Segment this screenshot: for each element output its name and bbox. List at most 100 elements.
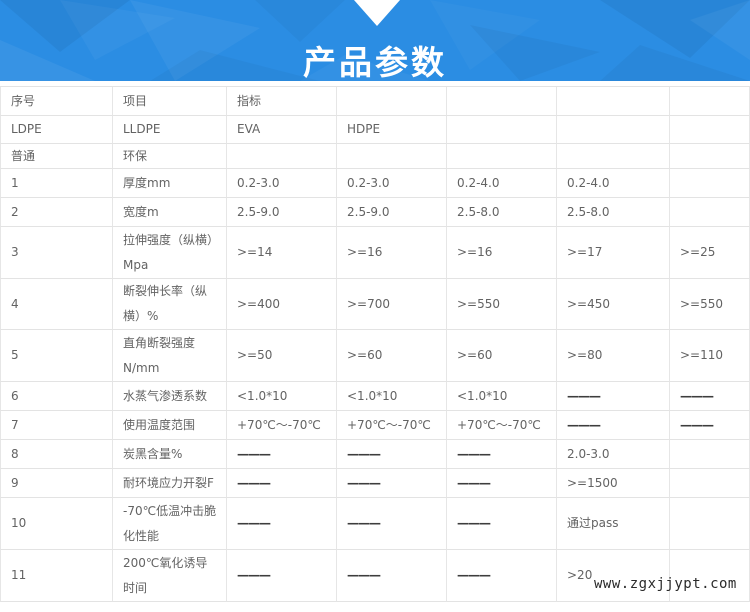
table-cell-text: -70℃低温冲击脆化性能 — [123, 503, 217, 543]
table-cell: >=550 — [670, 279, 750, 330]
table-cell-text: 11 — [11, 568, 27, 582]
table-cell-text: 厚度mm — [123, 175, 171, 190]
table-cell — [670, 498, 750, 550]
table-cell: <1.0*10 — [227, 382, 337, 411]
table-cell: LLDPE — [113, 116, 227, 144]
table-cell: 0.2-4.0 — [557, 169, 670, 198]
table-cell-text: >=17 — [567, 245, 603, 259]
table-cell-text: <1.0*10 — [347, 388, 398, 403]
table-cell-text: 1 — [11, 175, 19, 190]
table-cell — [447, 144, 557, 169]
table-cell: >=80 — [557, 330, 670, 382]
table-cell-text: ——— — [237, 475, 271, 490]
table-cell — [670, 469, 750, 498]
table-cell-text: HDPE — [347, 122, 381, 136]
table-cell: 断裂伸长率（纵横）% — [113, 279, 227, 330]
table-cell-text: +70℃～-70℃ — [457, 417, 541, 432]
params-table: 序号 项目 指标 LDPE LLDPE EVA HDPE 普通 环保 1 厚度mm 0.2-3.0 0.… — [0, 86, 750, 602]
table-cell: 环保 — [113, 144, 227, 169]
table-cell-text: 5 — [11, 348, 19, 362]
table-cell-text: 6 — [11, 388, 19, 403]
table-cell: 6 — [0, 382, 113, 411]
table-cell-text: 0.2-3.0 — [237, 175, 280, 190]
table-cell: 直角断裂强度N/mm — [113, 330, 227, 382]
table-cell-text: EVA — [237, 122, 261, 136]
table-cell-text: ——— — [457, 446, 491, 461]
table-cell: ——— — [227, 469, 337, 498]
table-cell — [670, 144, 750, 169]
table-cell-text: 0.2-3.0 — [347, 175, 390, 190]
table-cell: >=14 — [227, 227, 337, 279]
table-cell-text: ——— — [237, 568, 271, 582]
table-cell: ——— — [337, 440, 447, 469]
table-cell: 0.2-3.0 — [227, 169, 337, 198]
table-cell-text: >=550 — [680, 296, 724, 311]
table-cell-text: ——— — [237, 516, 271, 530]
table-cell-text: >=60 — [347, 348, 383, 362]
table-cell: >=400 — [227, 279, 337, 330]
table-cell-text: ——— — [237, 446, 271, 461]
table-cell: 5 — [0, 330, 113, 382]
table-cell — [557, 144, 670, 169]
table-cell: >=16 — [447, 227, 557, 279]
table-cell: >=16 — [337, 227, 447, 279]
table-cell-text: >=50 — [237, 348, 273, 362]
table-cell: 8 — [0, 440, 113, 469]
table-cell-text: >=60 — [457, 348, 493, 362]
table-cell: ——— — [337, 550, 447, 602]
watermark: www.zgxjjypt.com — [594, 576, 737, 592]
table-cell — [447, 87, 557, 116]
table-cell-text: >=550 — [457, 296, 501, 311]
table-cell: 11 — [0, 550, 113, 602]
table-cell: 项目 — [113, 87, 227, 116]
table-cell-text: 9 — [11, 475, 19, 490]
table-cell-text: 2.5-8.0 — [567, 204, 610, 219]
table-cell-text: 环保 — [123, 148, 148, 163]
table-cell: 水蒸气渗透系数 — [113, 382, 227, 411]
table-cell-text: >=25 — [680, 245, 716, 259]
table-cell: 0.2-3.0 — [337, 169, 447, 198]
table-cell-text: ——— — [567, 388, 601, 403]
table-cell-text: +70℃～-70℃ — [347, 417, 431, 432]
table-cell: 3 — [0, 227, 113, 279]
table-cell: ——— — [227, 550, 337, 602]
table-cell: 1 — [0, 169, 113, 198]
table-cell-text: 断裂伸长率（纵横）% — [123, 284, 208, 323]
banner-lowpoly-texture — [0, 0, 750, 81]
table-cell: 0.2-4.0 — [447, 169, 557, 198]
table-cell: 耐环境应力开裂F — [113, 469, 227, 498]
table-cell-text: 0.2-4.0 — [457, 175, 500, 190]
table-cell-text: 序号 — [11, 93, 36, 108]
table-cell-text: >=110 — [680, 348, 724, 362]
table-cell: 指标 — [227, 87, 337, 116]
table-cell: ——— — [447, 498, 557, 550]
table-cell: EVA — [227, 116, 337, 144]
table-cell-text: 指标 — [237, 93, 262, 108]
table-cell: +70℃～-70℃ — [447, 411, 557, 440]
table-cell: 2.0-3.0 — [557, 440, 670, 469]
table-cell-text: ——— — [680, 388, 714, 403]
table-cell: <1.0*10 — [337, 382, 447, 411]
table-cell-text: >=400 — [237, 296, 281, 311]
table-cell: 7 — [0, 411, 113, 440]
table-cell — [557, 116, 670, 144]
table-cell: >=50 — [227, 330, 337, 382]
table-cell-text: 使用温度范围 — [123, 417, 196, 432]
table-cell: 2.5-8.0 — [557, 198, 670, 227]
table-cell-text: ——— — [457, 475, 491, 490]
table-cell-text: >=1500 — [567, 475, 618, 490]
table-cell-text: 耐环境应力开裂F — [123, 475, 214, 490]
table-cell: ——— — [557, 382, 670, 411]
table-cell: 拉伸强度（纵横）Mpa — [113, 227, 227, 279]
table-cell: >=550 — [447, 279, 557, 330]
table-cell: 4 — [0, 279, 113, 330]
table-cell-text: 200℃氧化诱导时间 — [123, 555, 208, 595]
table-cell: LDPE — [0, 116, 113, 144]
table-cell — [447, 116, 557, 144]
table-cell: -70℃低温冲击脆化性能 — [113, 498, 227, 550]
table-cell-text: 2.5-9.0 — [237, 204, 280, 219]
table-cell: 厚度mm — [113, 169, 227, 198]
table-cell: 2.5-8.0 — [447, 198, 557, 227]
table-cell-text: 4 — [11, 296, 19, 311]
table-cell-text: 2 — [11, 204, 19, 219]
